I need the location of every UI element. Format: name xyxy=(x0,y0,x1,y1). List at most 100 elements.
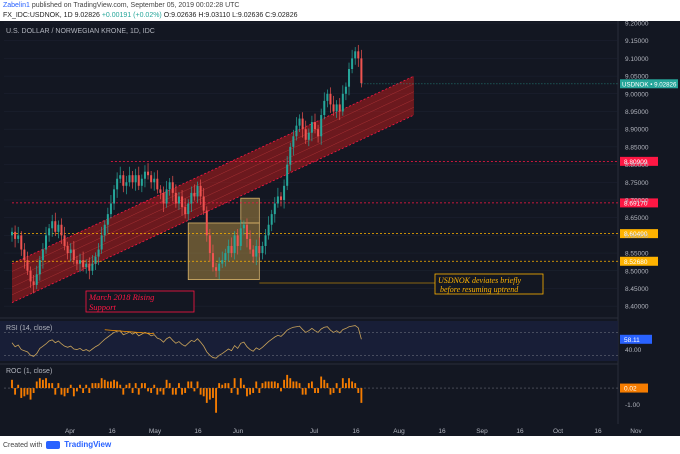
roc-bar xyxy=(252,388,255,393)
candle xyxy=(57,220,60,239)
roc-bar xyxy=(239,378,242,389)
roc-bar xyxy=(270,381,273,389)
channel-upper-line xyxy=(11,75,415,265)
roc-bar xyxy=(218,383,221,389)
channel-inner-line xyxy=(11,107,415,296)
candle xyxy=(181,190,184,216)
roc-bar xyxy=(51,383,54,389)
candle-body xyxy=(156,178,159,190)
candle-body xyxy=(162,192,165,204)
channel-fill xyxy=(12,76,414,303)
candle xyxy=(286,156,289,191)
candle xyxy=(159,185,162,200)
roc-bar xyxy=(221,384,224,389)
candle xyxy=(174,184,177,208)
roc-bar xyxy=(205,388,208,403)
candle-body xyxy=(252,249,255,257)
candle xyxy=(20,231,23,256)
candle xyxy=(116,172,119,198)
candle xyxy=(224,248,227,267)
candle xyxy=(317,124,320,143)
roc-bar xyxy=(227,383,230,389)
level-label: 8.60490 xyxy=(624,231,648,238)
candle xyxy=(85,259,88,274)
roc-value-tag xyxy=(620,383,648,393)
candle xyxy=(205,206,208,242)
candle xyxy=(264,228,267,255)
channel-lower-line xyxy=(11,114,415,303)
roc-bar xyxy=(20,388,23,398)
candle-body xyxy=(103,224,106,236)
candle xyxy=(162,186,165,213)
candle-body xyxy=(295,125,298,137)
roc-bar xyxy=(354,383,357,389)
candle xyxy=(94,252,97,271)
roc-bar xyxy=(113,379,115,389)
y-tick-label: 8.65000 xyxy=(625,215,649,222)
roc-bar xyxy=(45,378,47,389)
candle-body xyxy=(258,245,261,254)
candle xyxy=(147,163,150,180)
annotation-deviation-line2: before resuming uptrend xyxy=(440,285,519,294)
roc-bar xyxy=(298,383,301,389)
candle xyxy=(63,226,66,251)
publisher-name[interactable]: Zabelin1 xyxy=(3,2,30,9)
annotation-deviation: USDNOK deviates briefly before resuming … xyxy=(434,273,544,295)
candle xyxy=(218,257,221,280)
roc-bar xyxy=(88,388,91,393)
ohlc-symbol: FX_IDC:USDNOK, 1D 9.02826 xyxy=(3,12,100,19)
roc-bar xyxy=(171,388,174,395)
roc-bar xyxy=(348,378,350,389)
candle xyxy=(199,179,202,205)
candle-body xyxy=(23,249,26,261)
y-tick-label: 8.70000 xyxy=(625,197,649,204)
ohlc-values: O:9.02636 H:9.03110 L:9.02636 C:9.02826 xyxy=(163,12,298,19)
x-tick-label: May xyxy=(149,428,162,435)
candle-body xyxy=(221,260,224,264)
candle-body xyxy=(193,192,196,197)
y-tick-label: 9.05000 xyxy=(625,74,649,81)
roc-bar xyxy=(144,383,146,389)
candle xyxy=(165,180,168,208)
time-axis-bg xyxy=(0,424,680,436)
y-tick-label: 9.20000 xyxy=(625,21,649,28)
roc-bar xyxy=(190,381,193,389)
candle xyxy=(91,255,94,276)
candle-body xyxy=(69,249,72,254)
footer-brand[interactable]: TradingView xyxy=(64,440,112,449)
x-tick-label: Oct xyxy=(553,428,563,435)
roc-bar xyxy=(63,388,66,397)
candle xyxy=(304,120,307,145)
candle-body xyxy=(242,224,245,229)
candle-body xyxy=(184,207,187,215)
y-tick-label: 8.75000 xyxy=(625,180,649,187)
candle xyxy=(307,128,310,147)
horizontal-levels: 8.80909 8.69170 8.60490 8.52680 xyxy=(12,156,658,266)
candle-body xyxy=(208,235,211,254)
candle xyxy=(103,220,106,242)
rsi-divergence-line xyxy=(104,329,155,335)
chart-area[interactable]: 8.80909 8.69170 8.60490 8.52680 9.20000 9.15… xyxy=(0,21,680,436)
candle-body xyxy=(304,129,307,140)
candle xyxy=(215,262,218,278)
candle xyxy=(26,251,29,276)
roc-bar xyxy=(320,376,323,389)
roc-bar xyxy=(69,384,72,389)
candle-body xyxy=(227,245,230,254)
candle xyxy=(106,207,109,234)
candle-body xyxy=(91,263,94,271)
roc-bar xyxy=(276,383,279,389)
rsi-value-tag xyxy=(620,334,652,344)
roc-bar xyxy=(100,378,103,389)
last-price-label: USDNOK • 9.02826 xyxy=(622,81,677,88)
roc-bar xyxy=(317,388,320,393)
candle-body xyxy=(301,118,304,130)
candle xyxy=(82,251,85,272)
candle-body xyxy=(357,51,360,59)
deviation-box xyxy=(187,222,260,281)
y-tick-label: 8.95000 xyxy=(625,109,649,116)
roc-bar xyxy=(335,383,338,389)
rsi-value-label: 58.11 xyxy=(624,337,640,344)
rsi-title: RSI (14, close) xyxy=(6,325,52,332)
roc-bar xyxy=(357,388,360,393)
